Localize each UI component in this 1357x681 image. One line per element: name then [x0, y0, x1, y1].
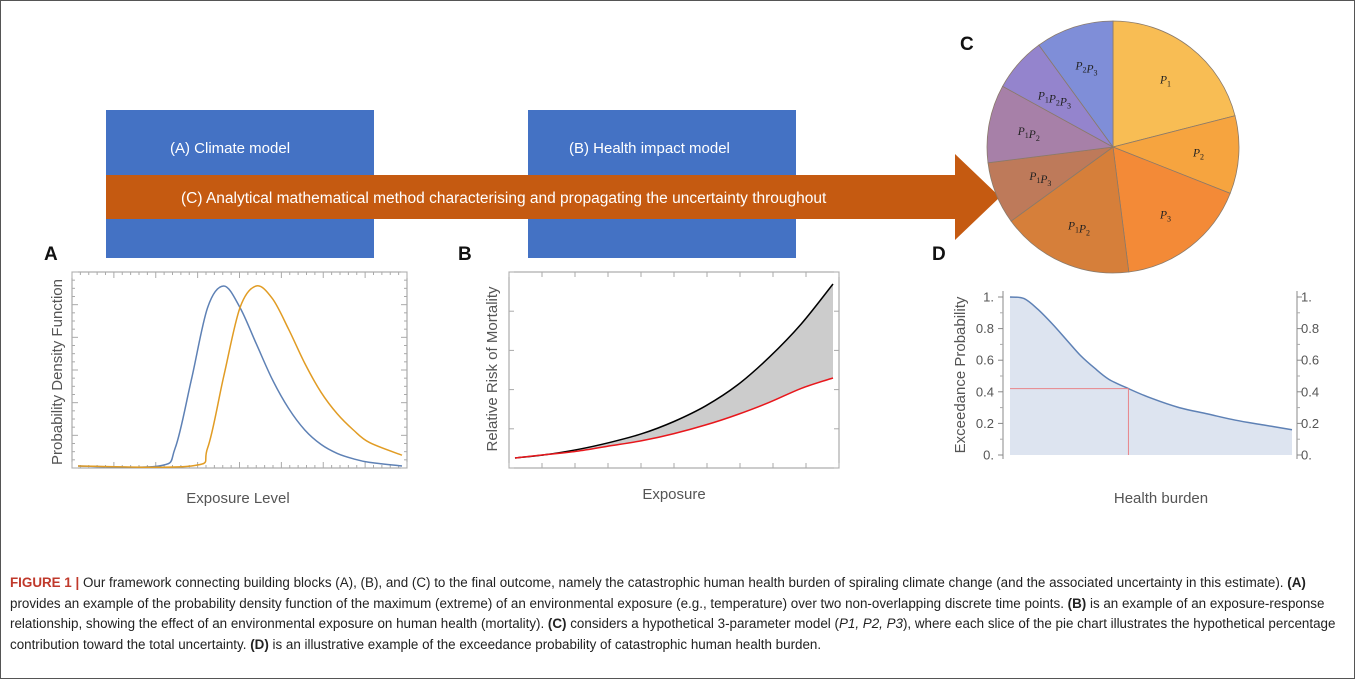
climate-model-label: (A) Climate model: [170, 140, 290, 157]
pie-slice-label: P1P2P3: [1037, 90, 1071, 110]
risk-curve-lower: [514, 377, 834, 459]
pie-slice-3: [1112, 146, 1231, 273]
caption-text-4: considers a hypothetical 3-parameter mod…: [566, 616, 839, 631]
y-tick-label-right: 0.: [1301, 448, 1312, 463]
panel-letter-b: B: [458, 244, 472, 265]
figure-canvas: (A) Climate model (B) Health impact mode…: [44, 20, 1319, 508]
y-tick-label-left: 0.6: [976, 353, 994, 368]
pie-slice-label: P2P3: [1074, 61, 1097, 78]
exceedance-area: [1010, 297, 1292, 455]
panel-a-ticks: [71, 271, 408, 469]
caption-figure-id: FIGURE 1 |: [10, 575, 80, 590]
caption-ref-b: (B): [1067, 595, 1087, 611]
caption-ref-d: (D): [250, 636, 269, 652]
panel-a-ylabel: Probability Density Function: [49, 279, 66, 465]
caption-text-1: Our framework connecting building blocks…: [79, 575, 1288, 590]
panel-d-ticks: 0. 0. 0.2 0.2 0.4 0.4 0.6 0.6 0.8 0.8 1. 1.: [976, 290, 1319, 463]
panel-a-xlabel: Exposure Level: [186, 490, 289, 507]
panel-b-ticks: [508, 271, 840, 469]
pie-slice-label: P1P2: [1017, 126, 1040, 143]
uncertainty-arrow: [106, 154, 1000, 240]
pie-slice-8: [1038, 20, 1114, 149]
pie-slice-label: P1: [1159, 74, 1171, 88]
pie-slice-label: P3: [1159, 210, 1171, 224]
caption-ref-c: (C): [547, 616, 567, 631]
y-tick-label-left: 0.: [983, 448, 994, 463]
panel-b-ylabel: Relative Risk of Mortality: [484, 286, 501, 452]
pdf-curve-2: [77, 285, 403, 469]
pie-slice-label: P1P3: [1028, 171, 1051, 188]
panel-d-exceedance-chart: 0. 0. 0.2 0.2 0.4 0.4 0.6 0.6 0.8 0.8 1. 1. Health …: [952, 290, 1319, 508]
panel-letter-c: C: [960, 34, 974, 55]
caption-text-3: is an example of an exposure-response re…: [10, 595, 1325, 632]
y-tick-label-left: 1.: [983, 290, 994, 305]
y-tick-label-left: 0.2: [976, 416, 994, 431]
caption-text-6: is an illustrative example of the exceed…: [268, 636, 822, 652]
pdf-curve-1: [77, 285, 403, 469]
uncertainty-band: [515, 284, 833, 458]
panel-a-frame: [71, 271, 408, 469]
caption-ref-a: (A): [1287, 575, 1306, 590]
panel-d-ylabel: Exceedance Probability: [952, 296, 969, 453]
arrow-label: (C) Analytical mathematical method chara…: [181, 190, 827, 207]
risk-curve-upper: [514, 283, 834, 459]
y-tick-label-left: 0.8: [976, 321, 994, 336]
pie-slice-4: [1010, 146, 1130, 274]
panel-d-plot: [1009, 296, 1293, 455]
panel-b-curves: [514, 283, 834, 459]
panel-a-curves: [77, 285, 403, 469]
panel-letter-d: D: [932, 244, 946, 265]
y-tick-label-right: 0.2: [1301, 416, 1319, 431]
panel-b-xlabel: Exposure: [642, 486, 705, 503]
caption-text-2: provides an example of the probability d…: [10, 595, 1068, 611]
y-tick-label-left: 0.4: [976, 384, 994, 399]
pie-slice-label: P2: [1192, 147, 1204, 161]
panel-d-xlabel: Health burden: [1114, 490, 1208, 507]
figure-caption: FIGURE 1 | Our framework connecting buil…: [10, 573, 1340, 655]
pie-slice-6: [986, 85, 1115, 164]
pie-slice-2: [1111, 115, 1240, 194]
panel-b-risk-chart: Exposure Relative Risk of Mortality: [484, 271, 840, 503]
exceedance-curve: [1009, 296, 1293, 431]
health-model-label: (B) Health impact model: [569, 140, 730, 157]
pie-slice-1: [1112, 20, 1236, 148]
pie-slice-label: P1P2: [1067, 221, 1090, 238]
framework-diagram: (A) Climate model (B) Health impact mode…: [106, 110, 1000, 258]
y-tick-label-right: 0.4: [1301, 384, 1319, 399]
panel-a-pdf-chart: Exposure Level Probability Density Funct…: [49, 271, 408, 507]
y-tick-label-right: 0.8: [1301, 321, 1319, 336]
caption-text-5: ), where each slice of the pie chart ill…: [10, 616, 1336, 652]
y-tick-label-right: 0.6: [1301, 353, 1319, 368]
caption-params: P1, P2, P3: [838, 616, 903, 631]
panel-letter-a: A: [44, 244, 58, 265]
y-tick-label-right: 1.: [1301, 290, 1312, 305]
